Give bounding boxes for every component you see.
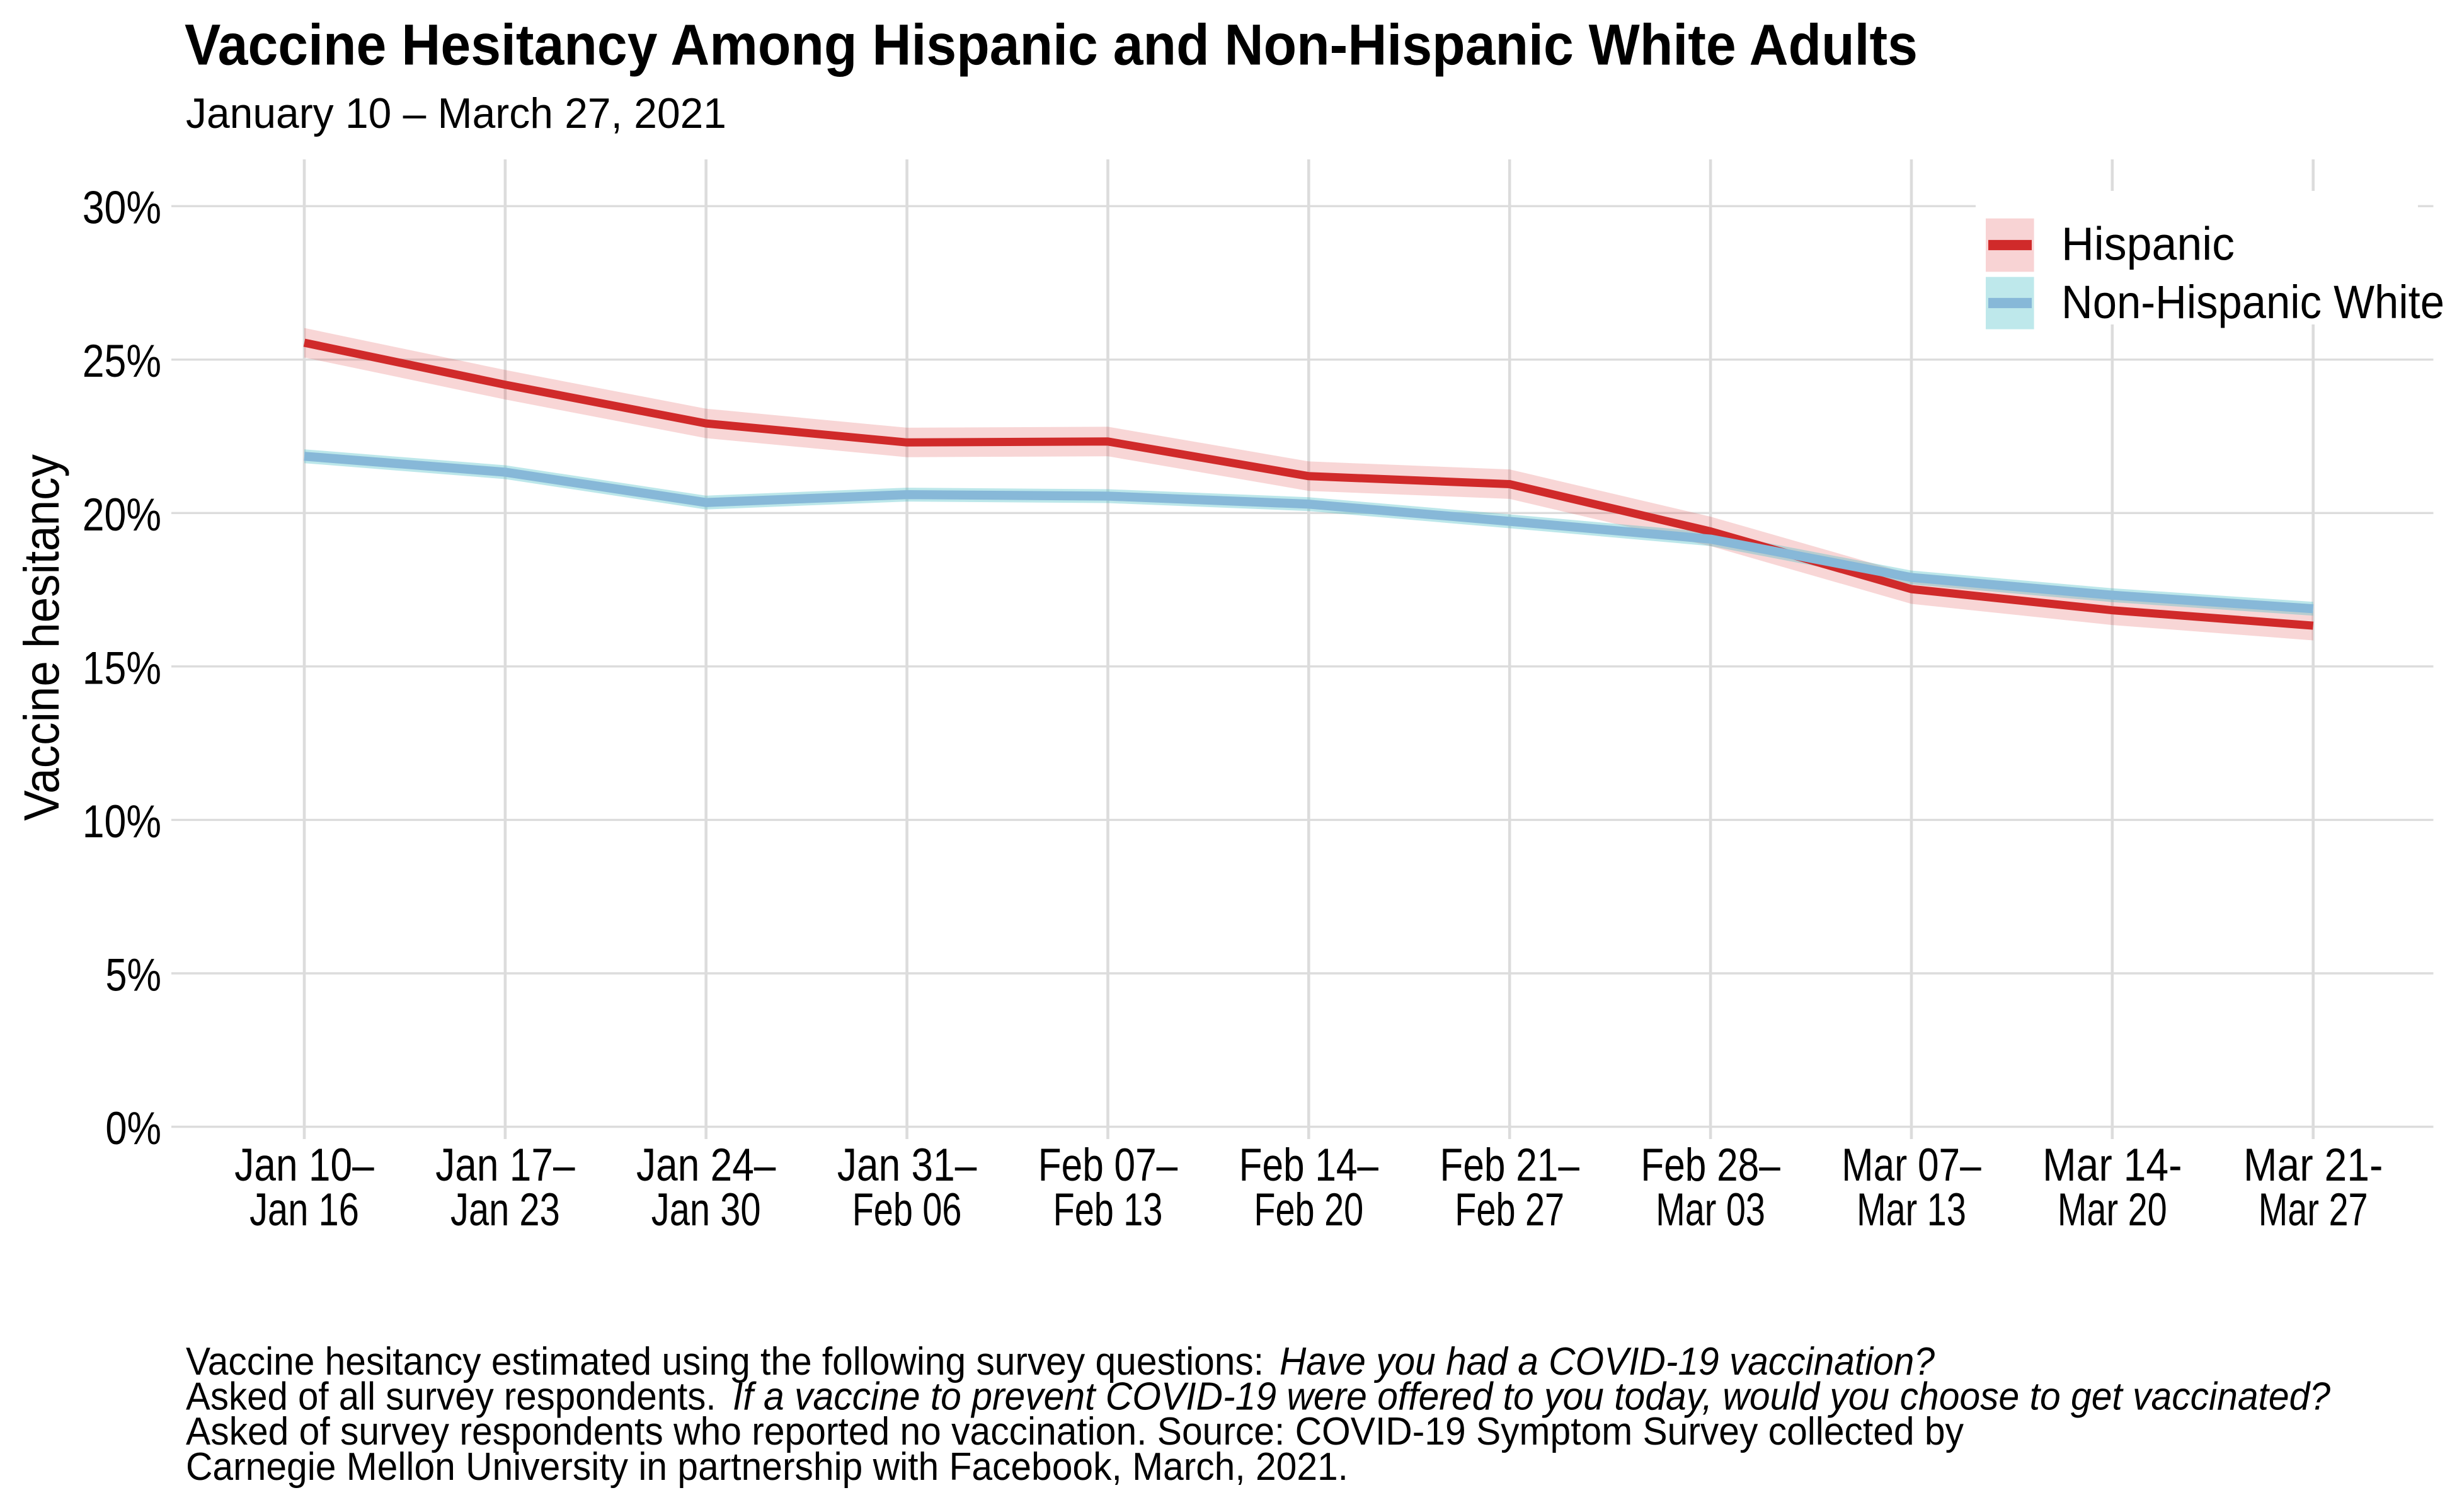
svg-text:0%: 0% <box>105 1103 161 1154</box>
svg-text:Feb 20: Feb 20 <box>1254 1184 1363 1235</box>
svg-text:Vaccine hesitancy: Vaccine hesitancy <box>13 454 69 821</box>
svg-text:Jan 17–: Jan 17– <box>435 1140 575 1191</box>
svg-text:20%: 20% <box>83 490 161 541</box>
svg-text:Mar 13: Mar 13 <box>1857 1184 1966 1235</box>
svg-text:5%: 5% <box>105 950 161 1001</box>
svg-text:Jan 23: Jan 23 <box>450 1184 560 1235</box>
svg-text:Mar 27: Mar 27 <box>2259 1184 2368 1235</box>
svg-text:10%: 10% <box>83 796 161 847</box>
svg-text:Feb 06: Feb 06 <box>852 1184 962 1235</box>
svg-text:Feb 27: Feb 27 <box>1455 1184 1564 1235</box>
svg-text:Jan 16: Jan 16 <box>249 1184 359 1235</box>
svg-text:Have you had a COVID-19 vaccin: Have you had a COVID-19 vaccination? <box>1280 1340 1935 1383</box>
svg-text:Feb 14–: Feb 14– <box>1239 1140 1379 1191</box>
svg-text:Asked of all survey respondent: Asked of all survey respondents. <box>186 1375 716 1419</box>
svg-text:If a vaccine to prevent COVID-: If a vaccine to prevent COVID-19 were of… <box>733 1375 2330 1419</box>
svg-text:Jan 24–: Jan 24– <box>636 1140 776 1191</box>
svg-text:Mar 14-: Mar 14- <box>2042 1140 2182 1191</box>
svg-text:Mar 03: Mar 03 <box>1656 1184 1765 1235</box>
svg-text:Feb 07–: Feb 07– <box>1038 1140 1178 1191</box>
svg-text:30%: 30% <box>83 183 161 234</box>
svg-text:Vaccine hesitancy estimated us: Vaccine hesitancy estimated using the fo… <box>186 1340 1264 1383</box>
svg-text:Feb 13: Feb 13 <box>1053 1184 1163 1235</box>
svg-text:Mar 21-: Mar 21- <box>2243 1140 2383 1191</box>
svg-text:Asked of survey respondents wh: Asked of survey respondents who reported… <box>186 1410 1964 1453</box>
svg-text:Feb 28–: Feb 28– <box>1641 1140 1780 1191</box>
svg-text:Jan 31–: Jan 31– <box>837 1140 977 1191</box>
svg-text:Carnegie Mellon University in: Carnegie Mellon University in partnershi… <box>186 1445 1348 1489</box>
svg-text:25%: 25% <box>83 336 161 387</box>
svg-text:Feb 21–: Feb 21– <box>1440 1140 1580 1191</box>
svg-text:Jan 30: Jan 30 <box>651 1184 761 1235</box>
svg-text:Mar 07–: Mar 07– <box>1841 1140 1981 1191</box>
svg-text:January 10 – March 27, 2021: January 10 – March 27, 2021 <box>186 89 726 137</box>
svg-text:15%: 15% <box>83 643 161 694</box>
svg-text:Non-Hispanic White: Non-Hispanic White <box>2061 276 2444 328</box>
svg-text:Hispanic: Hispanic <box>2061 218 2235 270</box>
svg-text:Vaccine Hesitancy Among Hispan: Vaccine Hesitancy Among Hispanic and Non… <box>185 13 1918 77</box>
svg-text:Jan 10–: Jan 10– <box>234 1140 374 1191</box>
svg-text:Mar 20: Mar 20 <box>2058 1184 2167 1235</box>
